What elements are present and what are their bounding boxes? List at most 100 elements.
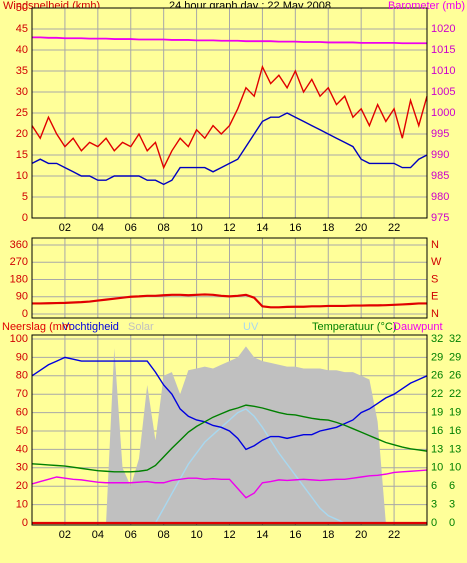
series-line <box>31 112 428 186</box>
y2-tick-label: 22 <box>449 388 461 400</box>
series-line <box>31 469 428 499</box>
y2-tick-label: N <box>431 308 439 320</box>
x-tick-label: 18 <box>322 529 334 541</box>
x-tick-label: 06 <box>125 529 137 541</box>
x-tick-label: 18 <box>322 222 334 234</box>
legend-label: Solar <box>128 321 154 333</box>
y2-tick-label: 26 <box>431 370 443 382</box>
x-tick-label: 22 <box>388 222 400 234</box>
x-tick-label: 02 <box>59 222 71 234</box>
legend-label: Vochtigheid <box>62 321 119 333</box>
y-tick-label: 30 <box>16 462 28 474</box>
x-tick-label: 14 <box>256 222 268 234</box>
x-tick-label: 08 <box>158 529 170 541</box>
y-tick-label: 80 <box>16 370 28 382</box>
y-tick-label: 40 <box>16 44 28 56</box>
plot-border <box>31 7 428 219</box>
x-tick-label: 14 <box>256 529 268 541</box>
x-tick-label: 04 <box>92 222 104 234</box>
chart-title: 24 hour graph day : 22 May 2008 <box>169 0 331 12</box>
y2-tick-label: N <box>431 239 439 251</box>
series-line <box>31 64 428 170</box>
y-tick-label: 45 <box>16 23 28 35</box>
legend-label: Barometer (mb) <box>388 0 465 12</box>
y2-tick-label: 0 <box>431 517 437 529</box>
y-tick-label: 5 <box>22 191 28 203</box>
legend-label: UV <box>243 321 259 333</box>
y2-tick-label: 3 <box>449 499 455 511</box>
y2-tick-label: 10 <box>431 462 443 474</box>
y2-tick-label: 10 <box>449 462 461 474</box>
y2-tick-label: 995 <box>431 128 449 140</box>
y2-tick-label: 16 <box>449 425 461 437</box>
y-tick-label: 20 <box>16 128 28 140</box>
y2-tick-label: 0 <box>449 517 455 529</box>
y-axis-label: Windsnelheid (kmh) <box>3 0 100 12</box>
y2-tick-label: 6 <box>431 480 437 492</box>
y2-tick-label: 32 <box>431 333 443 345</box>
y-tick-label: 0 <box>22 212 28 224</box>
y2-tick-label: S <box>431 273 438 285</box>
y2-tick-label: 980 <box>431 191 449 203</box>
y-tick-label: 25 <box>16 107 28 119</box>
legend-label: Dauwpunt <box>393 321 443 333</box>
legend-label: Temperatuur (°C) <box>312 321 396 333</box>
y-tick-label: 10 <box>16 170 28 182</box>
y2-tick-label: 19 <box>431 407 443 419</box>
y2-tick-label: 3 <box>431 499 437 511</box>
x-tick-label: 20 <box>355 529 367 541</box>
x-tick-label: 02 <box>59 529 71 541</box>
y2-tick-label: 1010 <box>431 65 455 77</box>
y2-tick-label: 975 <box>431 212 449 224</box>
y-tick-label: 90 <box>16 291 28 303</box>
series-line <box>31 356 428 451</box>
y-tick-label: 90 <box>16 351 28 363</box>
x-tick-label: 22 <box>388 529 400 541</box>
y-tick-label: 30 <box>16 86 28 98</box>
y-tick-label: 60 <box>16 407 28 419</box>
y2-tick-label: 26 <box>449 370 461 382</box>
y2-tick-label: E <box>431 291 438 303</box>
y-tick-label: 40 <box>16 443 28 455</box>
y2-tick-label: 16 <box>431 425 443 437</box>
y-tick-label: 10 <box>16 499 28 511</box>
y-tick-label: 180 <box>10 273 28 285</box>
y-tick-label: 270 <box>10 256 28 268</box>
x-tick-label: 10 <box>190 222 202 234</box>
y2-tick-label: W <box>431 256 442 268</box>
series-line <box>32 293 427 309</box>
series-area <box>32 346 427 523</box>
x-tick-label: 20 <box>355 222 367 234</box>
y-tick-label: 0 <box>22 517 28 529</box>
y2-tick-label: 990 <box>431 149 449 161</box>
y-tick-label: 70 <box>16 388 28 400</box>
y2-tick-label: 13 <box>431 443 443 455</box>
y2-tick-label: 22 <box>431 388 443 400</box>
y2-tick-label: 1005 <box>431 86 455 98</box>
y2-tick-label: 1000 <box>431 107 455 119</box>
y-tick-label: 15 <box>16 149 28 161</box>
x-tick-label: 08 <box>158 222 170 234</box>
x-tick-label: 10 <box>190 529 202 541</box>
y2-tick-label: 1015 <box>431 44 455 56</box>
y2-tick-label: 29 <box>449 351 461 363</box>
y-tick-label: 50 <box>16 2 28 14</box>
y2-tick-label: 32 <box>449 333 461 345</box>
y2-tick-label: 6 <box>449 480 455 492</box>
y-tick-label: 20 <box>16 480 28 492</box>
series-line <box>31 404 428 473</box>
y2-tick-label: 29 <box>431 351 443 363</box>
plot-border <box>31 237 428 319</box>
y2-tick-label: 13 <box>449 443 461 455</box>
x-tick-label: 16 <box>289 222 301 234</box>
y-tick-label: 100 <box>10 333 28 345</box>
y2-tick-label: 1020 <box>431 23 455 35</box>
y2-tick-label: 19 <box>449 407 461 419</box>
y-tick-label: 360 <box>10 239 28 251</box>
series-line <box>32 36 427 45</box>
y-tick-label: 50 <box>16 425 28 437</box>
x-tick-label: 04 <box>92 529 104 541</box>
y-tick-label: 35 <box>16 65 28 77</box>
